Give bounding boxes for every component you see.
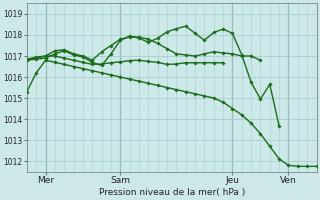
X-axis label: Pression niveau de la mer( hPa ): Pression niveau de la mer( hPa ): [99, 188, 245, 197]
